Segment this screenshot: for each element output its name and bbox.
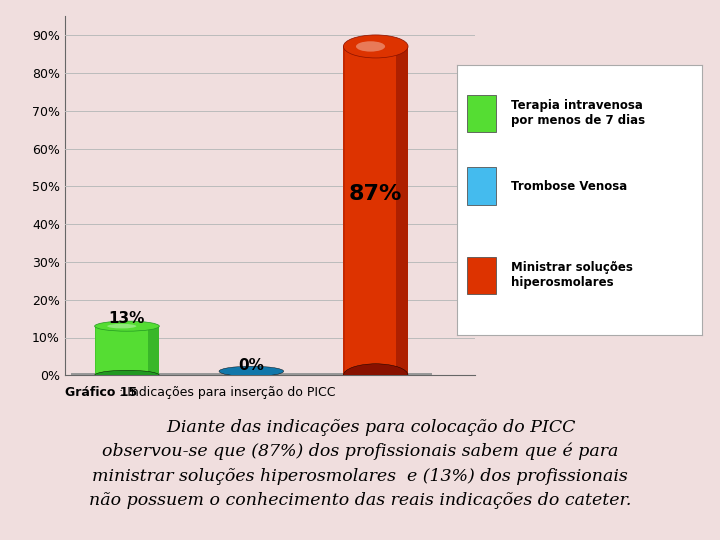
Bar xyxy=(397,46,408,375)
Bar xyxy=(343,46,345,375)
Ellipse shape xyxy=(107,324,136,328)
Ellipse shape xyxy=(343,364,408,387)
Text: 0%: 0% xyxy=(238,359,264,373)
Ellipse shape xyxy=(356,41,385,52)
Text: Terapia intravenosa
por menos de 7 dias: Terapia intravenosa por menos de 7 dias xyxy=(511,99,645,127)
Ellipse shape xyxy=(94,370,159,380)
Bar xyxy=(148,326,159,375)
Bar xyxy=(343,46,408,375)
FancyBboxPatch shape xyxy=(467,94,496,132)
Bar xyxy=(94,326,159,375)
Bar xyxy=(94,326,96,375)
Text: 13%: 13% xyxy=(109,311,145,326)
Text: Gráfico 15: Gráfico 15 xyxy=(65,386,137,399)
Ellipse shape xyxy=(94,321,159,331)
Text: Trombose Venosa: Trombose Venosa xyxy=(511,180,627,193)
Ellipse shape xyxy=(343,35,408,58)
FancyBboxPatch shape xyxy=(467,256,496,294)
Text: 87%: 87% xyxy=(349,184,402,204)
Text: Ministrar soluções
hiperosmolares: Ministrar soluções hiperosmolares xyxy=(511,261,633,289)
Text: : Indicações para inserção do PICC: : Indicações para inserção do PICC xyxy=(119,386,336,399)
Ellipse shape xyxy=(219,366,284,376)
FancyBboxPatch shape xyxy=(467,167,496,205)
Text: Diante das indicações para colocação do PICC
observou-se que (87%) dos profissio: Diante das indicações para colocação do … xyxy=(89,418,631,509)
Bar xyxy=(71,374,432,381)
